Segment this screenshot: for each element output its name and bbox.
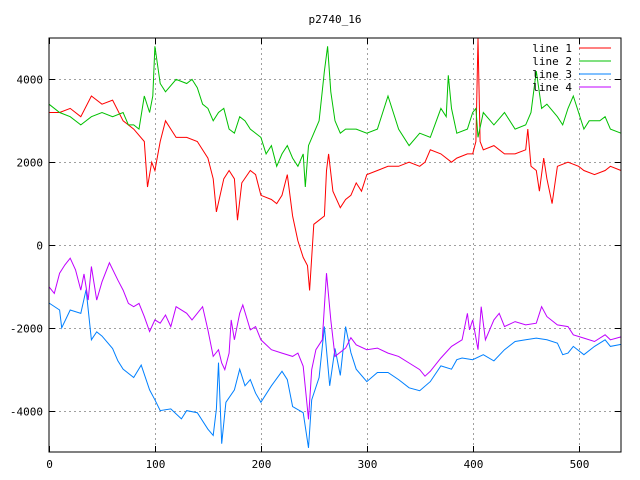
series-line-2 bbox=[48, 46, 622, 188]
x-tick-label: 300 bbox=[358, 458, 378, 471]
x-tick-label: 100 bbox=[146, 458, 166, 471]
y-tick-label: -2000 bbox=[10, 323, 43, 336]
legend-label-3: line 3 bbox=[532, 68, 572, 81]
series-line-1 bbox=[49, 37, 622, 291]
axis-ticks: 0 100 200 300 400 500 -4000 -2000 0 2000 4000 bbox=[10, 38, 621, 471]
chart-title: p2740_16 bbox=[309, 13, 362, 26]
y-tick-label: 2000 bbox=[17, 157, 44, 170]
x-tick-label: 400 bbox=[464, 458, 484, 471]
y-tick-label: 4000 bbox=[17, 74, 44, 87]
legend-label-2: line 2 bbox=[532, 55, 572, 68]
series-line-4 bbox=[48, 257, 622, 420]
series-line-3 bbox=[48, 289, 622, 448]
y-tick-label: -4000 bbox=[10, 406, 43, 419]
x-tick-label: 0 bbox=[46, 458, 53, 471]
x-tick-label: 500 bbox=[570, 458, 590, 471]
x-tick-label: 200 bbox=[252, 458, 272, 471]
plot-border bbox=[48, 37, 622, 453]
legend-label-4: line 4 bbox=[532, 81, 572, 94]
series-group bbox=[48, 37, 622, 448]
y-tick-label: 0 bbox=[36, 240, 43, 253]
grid bbox=[49, 38, 621, 452]
legend-label-1: line 1 bbox=[532, 42, 572, 55]
